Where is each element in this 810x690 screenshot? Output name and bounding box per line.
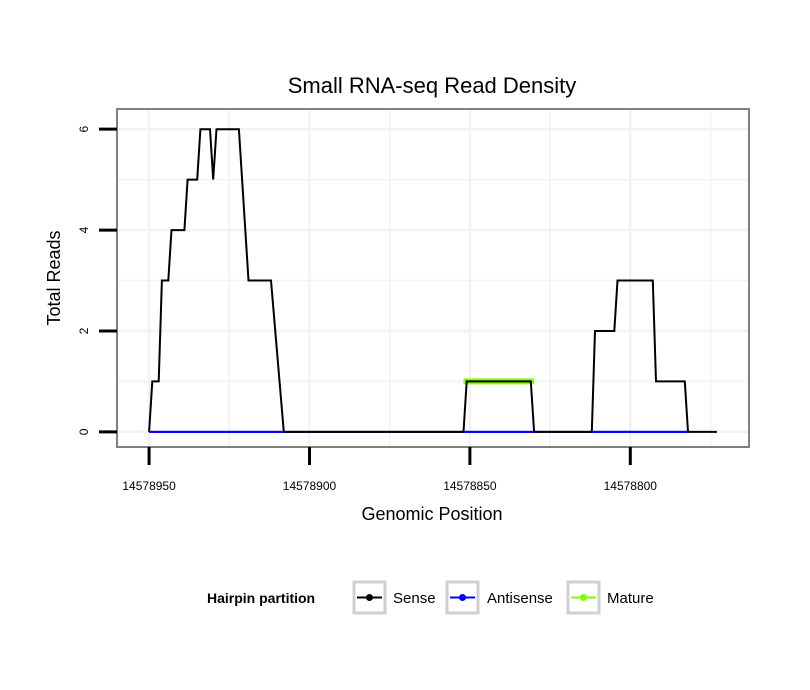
- y-tick-label: 6: [77, 126, 91, 133]
- legend-label: Sense: [393, 590, 436, 607]
- x-tick-label: 14578800: [604, 479, 658, 493]
- x-axis: 14578950 14578900 14578850 14578800: [122, 447, 657, 493]
- plot-area: [116, 108, 750, 448]
- legend-item-mature: Mature: [566, 580, 654, 615]
- y-tick-label: 4: [77, 226, 91, 233]
- legend-title: Hairpin partition: [207, 590, 315, 606]
- y-tick-label: 2: [77, 327, 91, 334]
- y-axis-title: Total Reads: [44, 230, 64, 325]
- legend-key-point: [580, 594, 587, 601]
- x-axis-title: Genomic Position: [361, 504, 502, 524]
- series-line-sense: [148, 128, 717, 433]
- panel-border: [116, 108, 750, 448]
- legend-key-point: [366, 594, 373, 601]
- legend-key-point: [459, 594, 466, 601]
- legend-item-sense: Sense: [352, 580, 436, 615]
- x-tick-label: 14578900: [283, 479, 337, 493]
- panel-background: [117, 109, 749, 447]
- series-layer: [148, 128, 717, 433]
- legend-item-antisense: Antisense: [445, 580, 553, 615]
- x-tick-label: 14578850: [443, 479, 497, 493]
- legend-label: Antisense: [487, 590, 553, 607]
- y-tick-label: 0: [77, 428, 91, 435]
- legend-label: Mature: [607, 590, 654, 607]
- legend: Hairpin partition Sense Antisense Mature: [207, 580, 654, 615]
- x-tick-label: 14578950: [122, 479, 176, 493]
- y-axis: 0 2 4 6: [77, 126, 117, 435]
- chart-title: Small RNA-seq Read Density: [288, 73, 577, 98]
